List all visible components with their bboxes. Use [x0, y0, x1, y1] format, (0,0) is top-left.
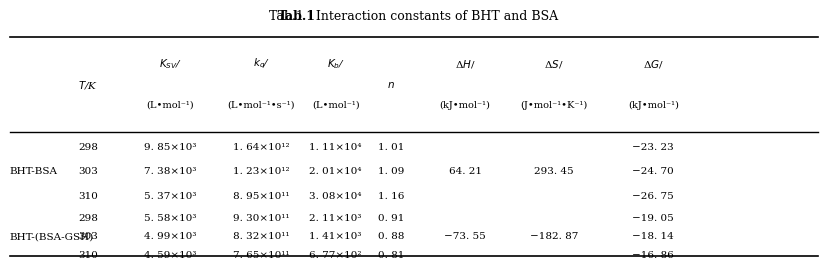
Text: 0. 88: 0. 88: [377, 232, 404, 241]
Text: 1. 64×10¹²: 1. 64×10¹²: [232, 143, 289, 151]
Text: 2. 11×10³: 2. 11×10³: [309, 214, 361, 223]
Text: −23. 23: −23. 23: [632, 143, 673, 151]
Text: 6. 77×10²: 6. 77×10²: [309, 251, 361, 260]
Text: $K_{SV}$/: $K_{SV}$/: [159, 57, 182, 71]
Text: 9. 85×10³: 9. 85×10³: [144, 143, 197, 151]
Text: (L•mol⁻¹): (L•mol⁻¹): [312, 101, 359, 110]
Text: $n$: $n$: [386, 80, 394, 90]
Text: (kJ•mol⁻¹): (kJ•mol⁻¹): [627, 101, 678, 110]
Text: 2. 01×10⁴: 2. 01×10⁴: [309, 167, 361, 176]
Text: 0. 91: 0. 91: [377, 214, 404, 223]
Text: 298: 298: [78, 214, 98, 223]
Text: 303: 303: [78, 232, 98, 241]
Text: BHT-BSA: BHT-BSA: [10, 167, 58, 176]
Text: 8. 32×10¹¹: 8. 32×10¹¹: [232, 232, 289, 241]
Text: 3. 08×10⁴: 3. 08×10⁴: [309, 192, 361, 201]
Text: 1. 41×10³: 1. 41×10³: [309, 232, 361, 241]
Text: 1. 01: 1. 01: [377, 143, 404, 151]
Text: 64. 21: 64. 21: [448, 167, 481, 176]
Text: −19. 05: −19. 05: [632, 214, 673, 223]
Text: 1. 11×10⁴: 1. 11×10⁴: [309, 143, 361, 151]
Text: (J•mol⁻¹•K⁻¹): (J•mol⁻¹•K⁻¹): [520, 101, 587, 110]
Text: 8. 95×10¹¹: 8. 95×10¹¹: [232, 192, 289, 201]
Text: 1. 23×10¹²: 1. 23×10¹²: [232, 167, 289, 176]
Text: $K_b$/: $K_b$/: [326, 57, 344, 71]
Text: −73. 55: −73. 55: [444, 232, 485, 241]
Text: 7. 65×10¹¹: 7. 65×10¹¹: [232, 251, 289, 260]
Text: 310: 310: [78, 192, 98, 201]
Text: (L•mol⁻¹•s⁻¹): (L•mol⁻¹•s⁻¹): [227, 101, 294, 110]
Text: −26. 75: −26. 75: [632, 192, 673, 201]
Text: 1. 16: 1. 16: [377, 192, 404, 201]
Text: 4. 59×10³: 4. 59×10³: [144, 251, 197, 260]
Text: (kJ•mol⁻¹): (kJ•mol⁻¹): [439, 101, 490, 110]
Text: 298: 298: [78, 143, 98, 151]
Text: −18. 14: −18. 14: [632, 232, 673, 241]
Text: 5. 58×10³: 5. 58×10³: [144, 214, 197, 223]
Text: (L•mol⁻¹): (L•mol⁻¹): [146, 101, 194, 110]
Text: −16. 86: −16. 86: [632, 251, 673, 260]
Text: 310: 310: [78, 251, 98, 260]
Text: BHT-(BSA-GSH): BHT-(BSA-GSH): [10, 232, 93, 241]
Text: Tab.1: Tab.1: [278, 11, 315, 23]
Text: −182. 87: −182. 87: [529, 232, 578, 241]
Text: 5. 37×10³: 5. 37×10³: [144, 192, 197, 201]
Text: Δ$S$/: Δ$S$/: [544, 58, 563, 70]
Text: 7. 38×10³: 7. 38×10³: [144, 167, 197, 176]
Text: Δ$H$/: Δ$H$/: [454, 58, 475, 70]
Text: 4. 99×10³: 4. 99×10³: [144, 232, 197, 241]
Text: −24. 70: −24. 70: [632, 167, 673, 176]
Text: 293. 45: 293. 45: [534, 167, 573, 176]
Text: Δ$G$/: Δ$G$/: [642, 58, 663, 70]
Text: 0. 81: 0. 81: [377, 251, 404, 260]
Text: $k_q$/: $k_q$/: [252, 57, 270, 71]
Text: 1. 09: 1. 09: [377, 167, 404, 176]
Text: 9. 30×10¹¹: 9. 30×10¹¹: [232, 214, 289, 223]
Text: $T$/K: $T$/K: [78, 79, 98, 91]
Text: 303: 303: [78, 167, 98, 176]
Text: Tab.1   Interaction constants of BHT and BSA: Tab.1 Interaction constants of BHT and B…: [269, 11, 558, 23]
